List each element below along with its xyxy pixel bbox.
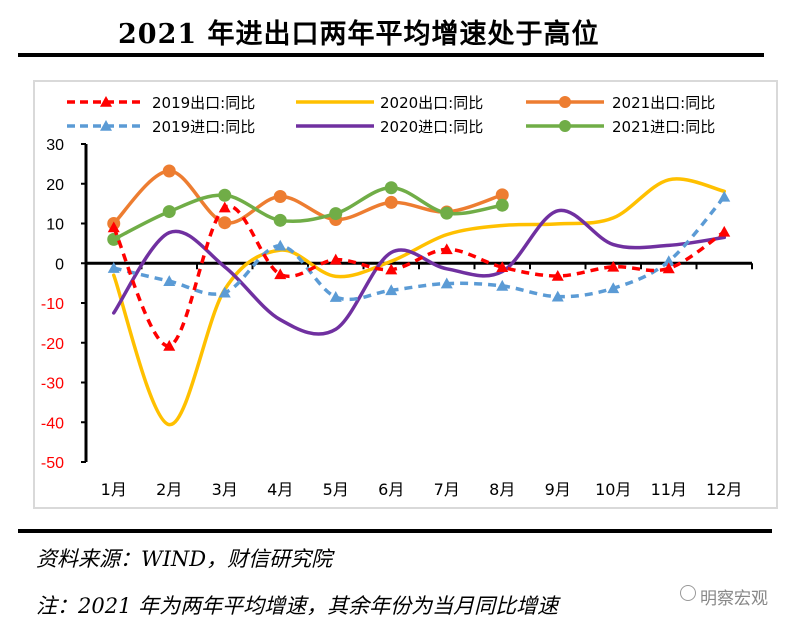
legend: 2019出口:同比 2020出口:同比 2021出口:同比 2019进口:同比 2020…: [67, 94, 715, 136]
data-point: [385, 263, 398, 275]
y-tick-label: -40: [41, 415, 64, 432]
x-tick-label: 1月: [101, 480, 127, 499]
series-line: [112, 185, 504, 242]
legend-marker: [100, 120, 112, 131]
legend-label: 2020出口:同比: [380, 94, 483, 112]
data-point: [329, 253, 342, 265]
data-point: [107, 232, 121, 246]
series-line: [112, 204, 726, 348]
data-point: [218, 286, 231, 298]
data-point: [329, 291, 342, 302]
data-point: [496, 261, 509, 273]
y-tick-label: -10: [41, 296, 64, 313]
x-tick-label: 8月: [489, 480, 515, 499]
series-3: [107, 190, 731, 302]
data-point: [273, 213, 287, 227]
legend-marker: [559, 96, 571, 108]
chart-frame: [33, 80, 778, 509]
legend-label: 2021出口:同比: [612, 94, 715, 112]
data-point: [218, 188, 232, 202]
y-tick-label: 10: [46, 217, 64, 234]
data-point: [551, 290, 564, 302]
series-1: [112, 177, 726, 427]
watermark: 明察宏观: [700, 589, 768, 609]
series-0: [107, 201, 731, 351]
legend-item: 2019进口:同比: [67, 118, 255, 136]
y-tick-label: -20: [41, 336, 64, 353]
legend-label: 2019出口:同比: [152, 94, 255, 112]
x-tick-label: 3月: [212, 480, 238, 499]
legend-item: 2020出口:同比: [296, 94, 483, 112]
data-point: [274, 239, 287, 251]
data-point: [218, 201, 231, 213]
data-point: [607, 260, 620, 272]
series-5: [107, 181, 509, 246]
data-point: [384, 181, 398, 195]
data-point: [551, 269, 564, 281]
legend-label: 2019进口:同比: [152, 118, 255, 136]
series-line: [112, 177, 726, 427]
x-tick-label: 12月: [706, 480, 742, 499]
data-point: [718, 225, 731, 237]
x-tick-label: 6月: [378, 480, 404, 499]
wechat-icon: [680, 585, 696, 601]
x-tick-label: 10月: [595, 480, 631, 499]
data-point: [107, 262, 120, 273]
note-text: 注：2021 年为两年平均增速，其余年份为当月同比增速: [36, 594, 559, 618]
legend-item: 2021进口:同比: [526, 118, 715, 136]
source-text: 资料来源：WIND，财信研究院: [36, 547, 333, 571]
legend-item: 2019出口:同比: [67, 94, 255, 112]
y-tick-label: -30: [41, 376, 64, 393]
x-tick-label: 2月: [156, 480, 182, 499]
data-point: [218, 216, 232, 230]
data-point: [607, 282, 620, 294]
top-divider: [18, 53, 764, 57]
data-point: [495, 188, 509, 202]
data-point: [162, 205, 176, 219]
y-tick-label: 0: [55, 256, 64, 273]
x-tick-label: 5月: [323, 480, 349, 499]
legend-label: 2021进口:同比: [612, 118, 715, 136]
x-tick-label: 11月: [651, 480, 687, 499]
data-point: [662, 255, 675, 267]
series-line: [112, 208, 726, 336]
axes: 30 20 10 0 -10 -20 -30 -40 -50 1月 2月 3月 4月 5月 6月 7月 8月 9月…: [41, 137, 753, 499]
data-point: [329, 207, 343, 221]
data-point: [496, 279, 509, 291]
y-tick-label: 30: [46, 137, 64, 154]
legend-label: 2020进口:同比: [380, 118, 483, 136]
data-point: [274, 268, 287, 280]
legend-item: 2021出口:同比: [526, 94, 715, 112]
data-point: [440, 277, 453, 289]
x-tick-label: 4月: [267, 480, 293, 499]
legend-marker: [100, 96, 112, 107]
series-4: [112, 208, 726, 336]
legend-item: 2020进口:同比: [296, 118, 483, 136]
series-lines: [107, 164, 731, 427]
data-point: [384, 195, 398, 209]
bottom-divider: [18, 529, 772, 533]
data-point: [662, 262, 675, 274]
data-point: [495, 198, 509, 212]
chart-title: 2021 年进出口两年平均增速处于高位: [118, 19, 600, 50]
data-point: [107, 221, 120, 233]
x-tick-label: 9月: [545, 480, 571, 499]
data-point: [273, 189, 287, 203]
data-point: [718, 190, 731, 202]
y-tick-label: 20: [46, 177, 64, 194]
data-point: [163, 275, 176, 286]
data-point: [162, 164, 176, 178]
y-tick-label: -50: [41, 455, 64, 472]
series-2: [107, 164, 509, 230]
data-point: [163, 339, 176, 351]
data-point: [440, 206, 454, 220]
x-tick-label: 7月: [434, 480, 460, 499]
data-point: [440, 243, 453, 255]
data-point: [385, 284, 398, 296]
legend-marker: [559, 120, 571, 132]
